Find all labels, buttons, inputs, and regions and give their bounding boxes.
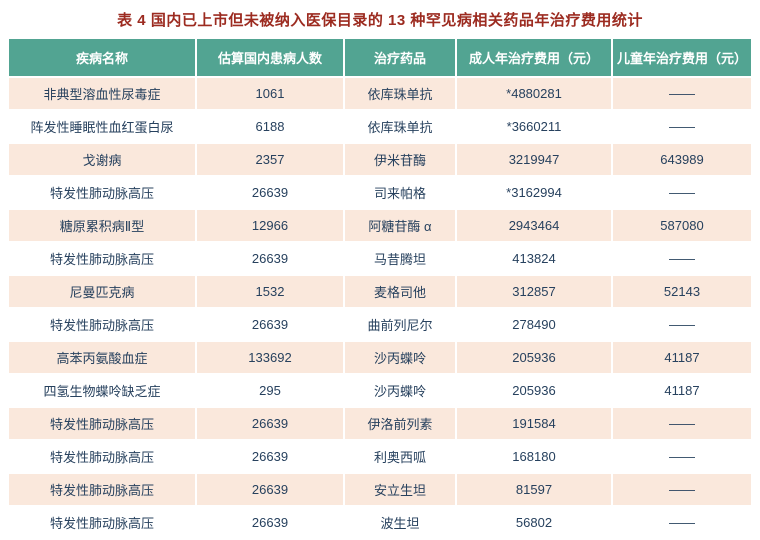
table-cell: 高苯丙氨酸血症 xyxy=(7,340,197,375)
table-cell: 糖原累积病Ⅱ型 xyxy=(7,208,197,243)
table-cell: 41187 xyxy=(611,373,753,408)
table-row: 高苯丙氨酸血症 133692 沙丙蝶呤 205936 41187 xyxy=(7,340,753,375)
table-cell: 26639 xyxy=(195,241,345,276)
table-row: 特发性肺动脉高压 26639 曲前列尼尔 278490 —— xyxy=(7,307,753,342)
table-cell: 295 xyxy=(195,373,345,408)
table-row: 特发性肺动脉高压 26639 波生坦 56802 —— xyxy=(7,505,753,540)
table-cell: 特发性肺动脉高压 xyxy=(7,307,197,342)
table-row: 特发性肺动脉高压 26639 利奥西呱 168180 —— xyxy=(7,439,753,474)
table-row: 特发性肺动脉高压 26639 安立生坦 81597 —— xyxy=(7,472,753,507)
table-cell: —— xyxy=(611,505,753,540)
table-cell: *3660211 xyxy=(455,109,613,144)
table-cell: 阵发性睡眠性血红蛋白尿 xyxy=(7,109,197,144)
table-cell: 26639 xyxy=(195,505,345,540)
table-cell: —— xyxy=(611,241,753,276)
table-row: 尼曼匹克病 1532 麦格司他 312857 52143 xyxy=(7,274,753,309)
table-row: 特发性肺动脉高压 26639 伊洛前列素 191584 —— xyxy=(7,406,753,441)
table-cell: 特发性肺动脉高压 xyxy=(7,439,197,474)
table-cell: 205936 xyxy=(455,373,613,408)
table-row: 特发性肺动脉高压 26639 马昔腾坦 413824 —— xyxy=(7,241,753,276)
table-cell: 四氢生物蝶呤缺乏症 xyxy=(7,373,197,408)
table-cell: 52143 xyxy=(611,274,753,309)
table-cell: 26639 xyxy=(195,175,345,210)
table-cell: *3162994 xyxy=(455,175,613,210)
rare-disease-drug-cost-table: 疾病名称 估算国内患病人数 治疗药品 成人年治疗费用（元） 儿童年治疗费用（元） 非典型… xyxy=(7,37,753,540)
column-header: 成人年治疗费用（元） xyxy=(455,37,613,78)
table-body: 非典型溶血性尿毒症 1061 依库珠单抗 *4880281 —— 阵发性睡眠性血红蛋白尿 6… xyxy=(7,76,753,540)
table-cell: 波生坦 xyxy=(343,505,457,540)
table-cell: 278490 xyxy=(455,307,613,342)
table-row: 阵发性睡眠性血红蛋白尿 6188 依库珠单抗 *3660211 —— xyxy=(7,109,753,144)
table-cell: 戈谢病 xyxy=(7,142,197,177)
column-header: 儿童年治疗费用（元） xyxy=(611,37,753,78)
table-cell: 依库珠单抗 xyxy=(343,76,457,111)
table-cell: 26639 xyxy=(195,307,345,342)
table-cell: 特发性肺动脉高压 xyxy=(7,175,197,210)
table-cell: 司来帕格 xyxy=(343,175,457,210)
table-cell: —— xyxy=(611,406,753,441)
table-row: 四氢生物蝶呤缺乏症 295 沙丙蝶呤 205936 41187 xyxy=(7,373,753,408)
table-cell: 特发性肺动脉高压 xyxy=(7,241,197,276)
table-cell: —— xyxy=(611,76,753,111)
table-cell: 133692 xyxy=(195,340,345,375)
table-cell: 特发性肺动脉高压 xyxy=(7,472,197,507)
table-cell: 26639 xyxy=(195,406,345,441)
table-row: 戈谢病 2357 伊米苷酶 3219947 643989 xyxy=(7,142,753,177)
table-cell: 12966 xyxy=(195,208,345,243)
table-cell: 26639 xyxy=(195,472,345,507)
table-cell: 阿糖苷酶 α xyxy=(343,208,457,243)
table-cell: 麦格司他 xyxy=(343,274,457,309)
column-header: 估算国内患病人数 xyxy=(195,37,345,78)
table-cell: 依库珠单抗 xyxy=(343,109,457,144)
table-cell: —— xyxy=(611,109,753,144)
table-cell: —— xyxy=(611,472,753,507)
table-cell: —— xyxy=(611,307,753,342)
table-cell: 2943464 xyxy=(455,208,613,243)
table-cell: 643989 xyxy=(611,142,753,177)
table-cell: 沙丙蝶呤 xyxy=(343,340,457,375)
table-cell: 81597 xyxy=(455,472,613,507)
table-cell: 曲前列尼尔 xyxy=(343,307,457,342)
table-cell: 特发性肺动脉高压 xyxy=(7,406,197,441)
table-cell: 413824 xyxy=(455,241,613,276)
column-header: 疾病名称 xyxy=(7,37,197,78)
table-cell: *4880281 xyxy=(455,76,613,111)
column-header: 治疗药品 xyxy=(343,37,457,78)
table-cell: 312857 xyxy=(455,274,613,309)
table-cell: 41187 xyxy=(611,340,753,375)
table-cell: 587080 xyxy=(611,208,753,243)
table-cell: 168180 xyxy=(455,439,613,474)
table-cell: 特发性肺动脉高压 xyxy=(7,505,197,540)
table-cell: 3219947 xyxy=(455,142,613,177)
table-cell: 伊米苷酶 xyxy=(343,142,457,177)
table-cell: 安立生坦 xyxy=(343,472,457,507)
table-cell: 2357 xyxy=(195,142,345,177)
table-cell: 马昔腾坦 xyxy=(343,241,457,276)
table-cell: 尼曼匹克病 xyxy=(7,274,197,309)
table-cell: —— xyxy=(611,175,753,210)
table-cell: 非典型溶血性尿毒症 xyxy=(7,76,197,111)
table-caption: 表 4 国内已上市但未被纳入医保目录的 13 种罕见病相关药品年治疗费用统计 xyxy=(117,12,643,29)
table-row: 非典型溶血性尿毒症 1061 依库珠单抗 *4880281 —— xyxy=(7,76,753,111)
table-cell: 56802 xyxy=(455,505,613,540)
table-header-row: 疾病名称 估算国内患病人数 治疗药品 成人年治疗费用（元） 儿童年治疗费用（元） xyxy=(7,37,753,78)
table-cell: 沙丙蝶呤 xyxy=(343,373,457,408)
table-cell: —— xyxy=(611,439,753,474)
table-cell: 伊洛前列素 xyxy=(343,406,457,441)
table-cell: 6188 xyxy=(195,109,345,144)
table-cell: 26639 xyxy=(195,439,345,474)
table-row: 糖原累积病Ⅱ型 12966 阿糖苷酶 α 2943464 587080 xyxy=(7,208,753,243)
table-cell: 191584 xyxy=(455,406,613,441)
table-cell: 1061 xyxy=(195,76,345,111)
table-cell: 利奥西呱 xyxy=(343,439,457,474)
table-row: 特发性肺动脉高压 26639 司来帕格 *3162994 —— xyxy=(7,175,753,210)
table-cell: 205936 xyxy=(455,340,613,375)
table-cell: 1532 xyxy=(195,274,345,309)
